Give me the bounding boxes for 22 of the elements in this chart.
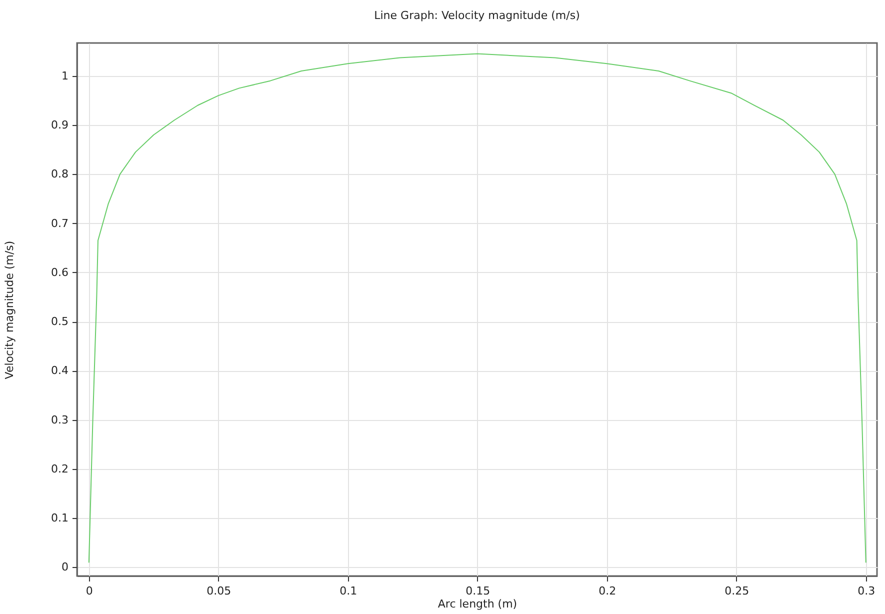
chart-title: Line Graph: Velocity magnitude (m/s) [374, 9, 580, 22]
x-axis-title: Arc length (m) [438, 598, 518, 610]
y-tick-label: 0.9 [51, 118, 68, 132]
y-tick-label: 0.3 [51, 413, 68, 426]
y-tick-label: 0.1 [51, 512, 68, 525]
y-tick-label: 1 [62, 69, 68, 82]
y-tick-label: 0.8 [51, 168, 68, 181]
y-axis-title: Velocity magnitude (m/s) [3, 240, 16, 380]
x-tick-label: 0.15 [466, 584, 490, 598]
y-tick-label: 0.2 [51, 462, 68, 476]
line-series [88, 53, 866, 563]
x-tick-label: 0.3 [858, 584, 876, 598]
x-tick-label: 0 [86, 584, 93, 598]
x-tick-label: 0.2 [598, 584, 616, 598]
y-tick-label: 0.6 [51, 266, 68, 279]
x-tick-label: 0.25 [724, 584, 750, 598]
y-tick-label: 0.4 [51, 364, 68, 378]
y-tick-label: 0 [62, 560, 68, 574]
x-tick-label: 0.05 [206, 584, 232, 598]
y-tick-label: 0.5 [51, 315, 68, 328]
y-tick-label: 0.7 [51, 216, 68, 230]
x-tick-label: 0.1 [340, 584, 358, 598]
